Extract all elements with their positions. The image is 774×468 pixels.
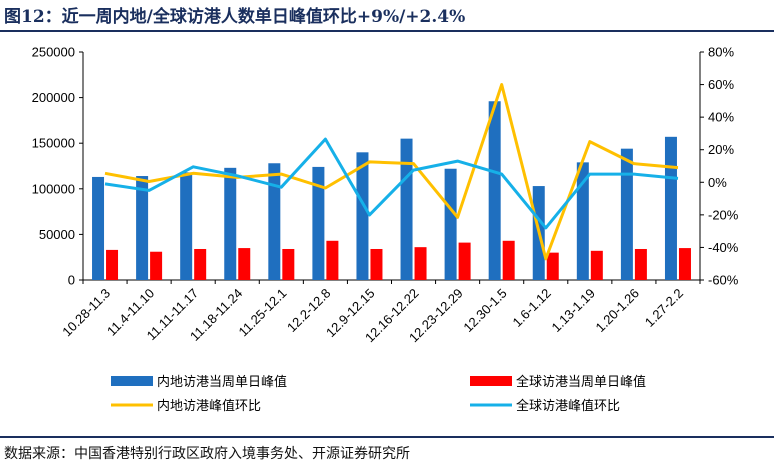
mainland-peak-bar [664, 136, 677, 280]
left-tick-label: 50000 [39, 227, 75, 242]
left-tick-label: 0 [68, 273, 75, 288]
right-tick-label: 60% [708, 77, 734, 92]
global-peak-bar [634, 248, 647, 280]
category-label: 1.20-1.26 [593, 286, 642, 335]
global-peak-bar [590, 250, 603, 280]
legend-mainland-peak-label: 内地访港当周单日峰值 [157, 374, 287, 390]
right-tick-label: -20% [708, 207, 739, 222]
right-tick-label: -60% [708, 273, 739, 288]
mainland-peak-bar [268, 163, 281, 280]
global-peak-bar [238, 248, 251, 280]
left-tick-label: 200000 [32, 90, 75, 105]
left-tick-label: 100000 [32, 181, 75, 196]
legend-global-peak-swatch [470, 376, 512, 386]
global-peak-bar [194, 248, 207, 280]
global-wow-line [104, 137, 679, 230]
legend-global-peak-label: 全球访港当周单日峰值 [516, 374, 646, 390]
global-peak-bar [326, 240, 339, 280]
category-label: 10.28-11.3 [59, 286, 113, 340]
global-peak-bar [458, 242, 471, 280]
mainland-peak-bar [224, 167, 237, 280]
category-label: 11.25-12.1 [236, 286, 290, 340]
right-tick-label: 40% [708, 110, 734, 125]
mainland-peak-bar [444, 168, 457, 280]
combo-chart: 0 50000 100000 150000 200000 250000 -60% -40% -2… [32, 45, 739, 415]
chart-title: 图12：近一周内地/全球访港人数单日峰值环比+9%/+2.4% [4, 7, 466, 27]
mainland-peak-bar [180, 172, 193, 280]
global-peak-bar [282, 248, 295, 280]
category-label: 1.27-2.2 [642, 286, 686, 330]
mainland-peak-bar [136, 176, 149, 280]
legend-global-wow-label: 全球访港峰值环比 [516, 398, 620, 414]
mainland-peak-bar [356, 152, 369, 280]
source-note: 数据来源：中国香港特别行政区政府入境事务处、开源证券研究所 [4, 446, 410, 462]
right-tick-label: 80% [708, 45, 734, 60]
mainland-peak-bar [400, 138, 413, 280]
category-label: 1.13-1.19 [548, 286, 597, 335]
global-peak-bar [414, 247, 427, 280]
right-tick-label: -40% [708, 240, 739, 255]
title-rule [0, 30, 774, 32]
source-rule [0, 436, 774, 438]
right-tick-label: 20% [708, 142, 734, 157]
global-peak-bar [106, 249, 119, 280]
mainland-peak-bar [620, 148, 633, 280]
mainland-wow-line [104, 83, 679, 261]
mainland-peak-bar [312, 166, 325, 280]
legend-mainland-peak-swatch [111, 376, 153, 386]
category-label: 1.6-1.12 [510, 286, 554, 330]
global-peak-bar [502, 240, 515, 280]
left-tick-label: 250000 [32, 45, 75, 60]
global-peak-bar [150, 251, 163, 280]
right-tick-label: 0% [708, 175, 727, 190]
global-peak-bar [370, 248, 383, 280]
mainland-peak-bar [488, 101, 501, 280]
left-tick-label: 150000 [32, 136, 75, 151]
legend-mainland-wow-label: 内地访港峰值环比 [157, 398, 261, 414]
global-peak-bar [546, 252, 559, 280]
mainland-peak-bar [576, 162, 589, 280]
global-peak-bar [678, 248, 691, 280]
category-label: 12.30-1.5 [460, 286, 509, 335]
mainland-peak-bar [92, 176, 105, 280]
